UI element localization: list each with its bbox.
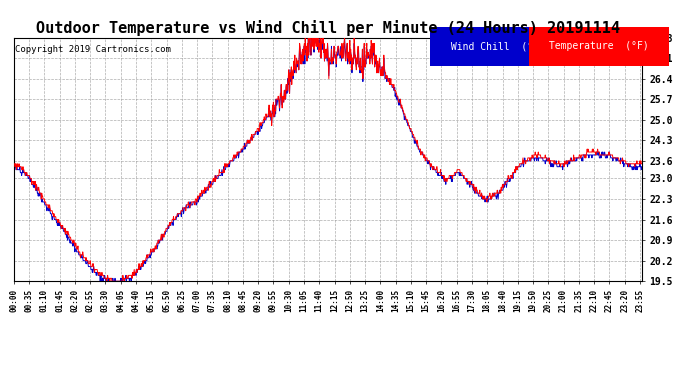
Text: Copyright 2019 Cartronics.com: Copyright 2019 Cartronics.com (15, 45, 171, 54)
Title: Outdoor Temperature vs Wind Chill per Minute (24 Hours) 20191114: Outdoor Temperature vs Wind Chill per Mi… (36, 20, 620, 36)
Text: Temperature  (°F): Temperature (°F) (543, 41, 655, 51)
Text: Wind Chill  (°F): Wind Chill (°F) (444, 41, 551, 51)
